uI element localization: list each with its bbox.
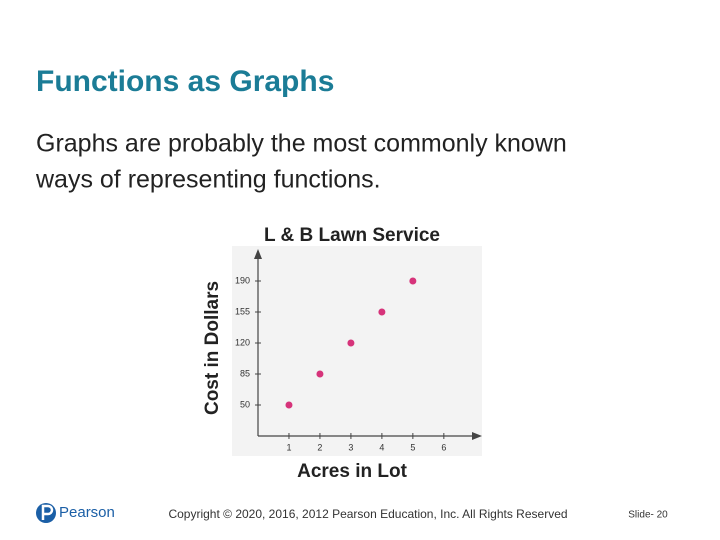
point bbox=[285, 401, 293, 409]
chart-background bbox=[232, 246, 482, 456]
x-arrow bbox=[472, 432, 482, 440]
point bbox=[347, 339, 355, 347]
y-tick-label: 50 bbox=[240, 399, 250, 409]
x-tick-label: 5 bbox=[410, 442, 415, 452]
point bbox=[378, 308, 386, 316]
point bbox=[409, 277, 417, 285]
point bbox=[316, 370, 324, 378]
body-line: Graphs are probably the most commonly kn… bbox=[36, 130, 567, 158]
slide-number: Slide- 20 bbox=[628, 510, 668, 521]
y-arrow bbox=[254, 249, 262, 259]
copyright: Copyright © 2020, 2016, 2012 Pearson Edu… bbox=[168, 507, 567, 521]
y-tick-label: 120 bbox=[235, 337, 250, 347]
x-tick-label: 2 bbox=[317, 442, 322, 452]
y-tick-label: 155 bbox=[235, 306, 250, 316]
y-axis-label: Cost in Dollars bbox=[202, 281, 223, 415]
body-line: ways of representing functions. bbox=[35, 166, 381, 194]
logo-glyph bbox=[41, 504, 54, 520]
x-tick-label: 3 bbox=[348, 442, 353, 452]
x-tick-label: 1 bbox=[286, 442, 291, 452]
y-tick-label: 85 bbox=[240, 368, 250, 378]
logo-text: Pearson bbox=[59, 504, 115, 521]
slide-title: Functions as Graphs bbox=[36, 65, 334, 98]
y-tick-label: 190 bbox=[235, 275, 250, 285]
x-axis-label: Acres in Lot bbox=[297, 461, 407, 482]
chart-title: L & B Lawn Service bbox=[264, 225, 440, 246]
x-tick-label: 4 bbox=[379, 442, 384, 452]
x-tick-label: 6 bbox=[441, 442, 446, 452]
